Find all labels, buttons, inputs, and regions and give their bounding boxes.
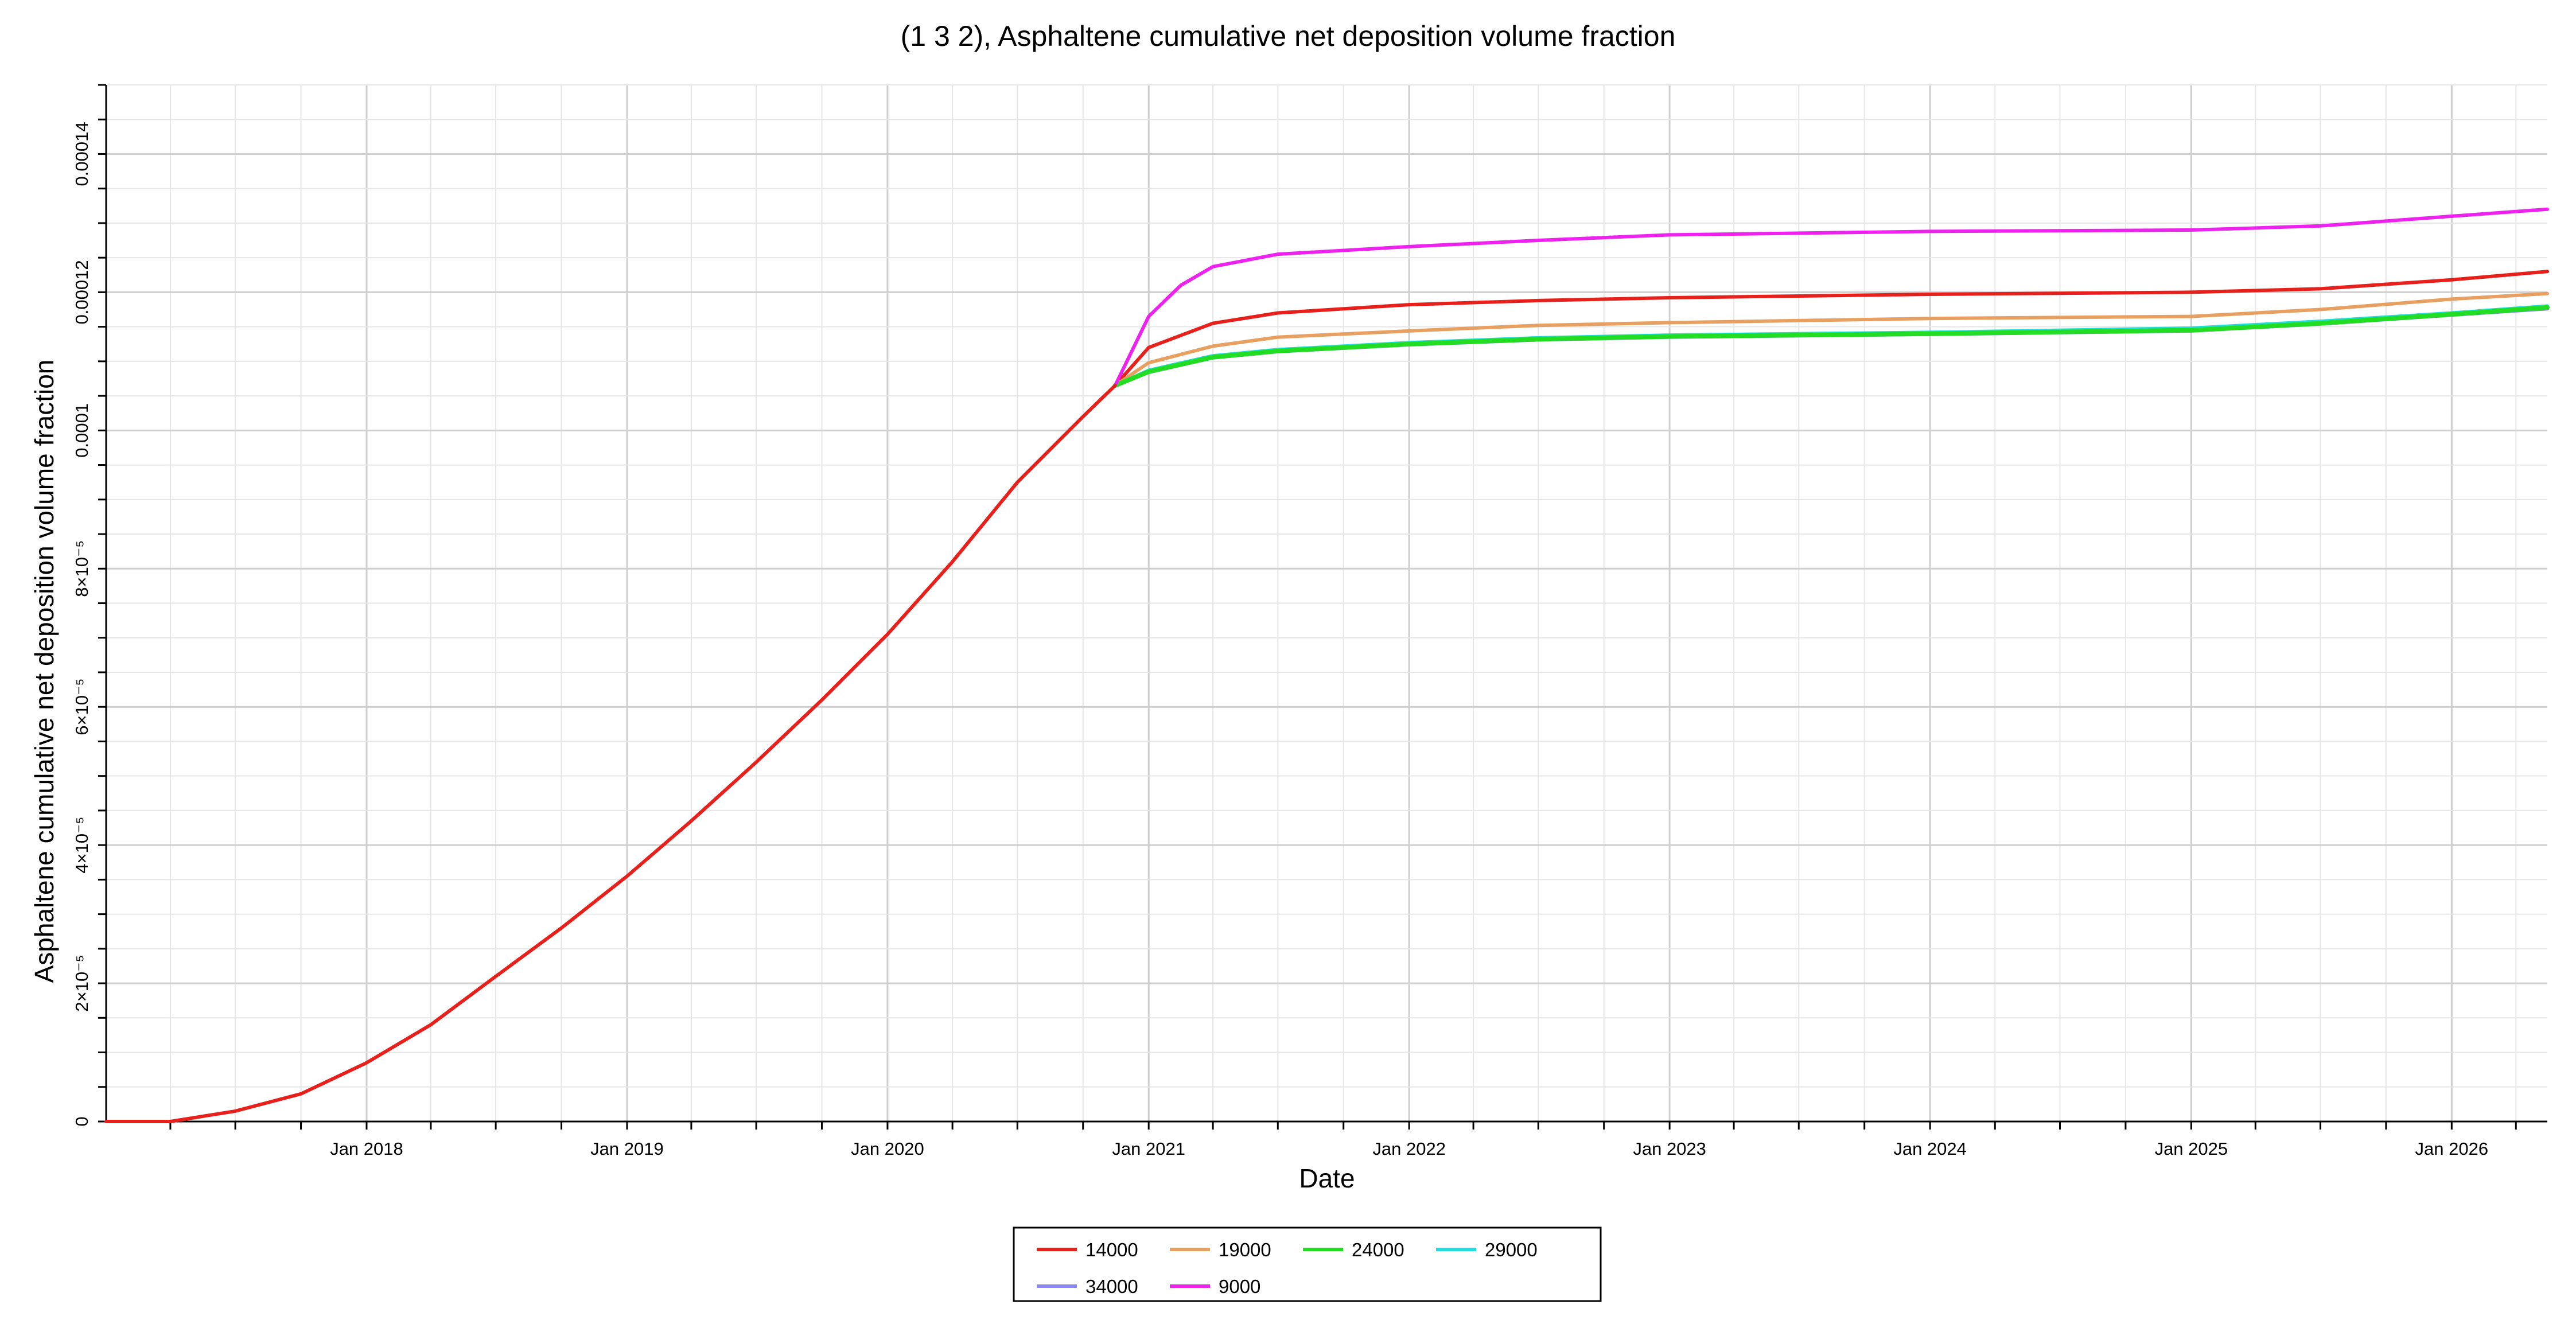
legend-label-19000: 19000 (1219, 1239, 1271, 1260)
x-axis-label: Date (1299, 1163, 1355, 1193)
y-tick-label: 4×10⁻⁵ (72, 817, 92, 874)
x-tick-label: Jan 2020 (851, 1139, 924, 1159)
y-tick-label: 0 (72, 1116, 92, 1126)
y-tick-label: 0.00014 (72, 122, 92, 186)
series-layer (104, 207, 2550, 1123)
legend: 14000 19000 24000 29000 34000 9000 (1013, 1226, 1602, 1302)
chart-title: (1 3 2), Asphaltene cumulative net depos… (901, 20, 1676, 52)
series-line-14000 (1113, 270, 2549, 387)
legend-label-34000: 34000 (1085, 1276, 1138, 1297)
series-line-9000 (1113, 207, 2549, 387)
x-tick-label: Jan 2018 (330, 1139, 403, 1159)
y-tick-label: 0.0001 (72, 403, 92, 458)
series-line-24000 (1112, 305, 2550, 388)
y-tick-label: 2×10⁻⁵ (72, 955, 92, 1012)
legend-label-24000: 24000 (1352, 1239, 1404, 1260)
legend-label-29000: 29000 (1485, 1239, 1538, 1260)
x-tick-label: Jan 2022 (1372, 1139, 1446, 1159)
x-tick-label: Jan 2019 (590, 1139, 664, 1159)
x-tick-label: Jan 2023 (1633, 1139, 1706, 1159)
x-tick-label: Jan 2024 (1893, 1139, 1967, 1159)
y-tick-label: 8×10⁻⁵ (72, 540, 92, 597)
x-tick-label: Jan 2025 (2155, 1139, 2228, 1159)
axes (98, 84, 2547, 1130)
legend-box (1013, 1226, 1602, 1302)
x-tick-label: Jan 2021 (1112, 1139, 1185, 1159)
x-tick-label: Jan 2026 (2415, 1139, 2489, 1159)
y-tick-label: 0.00012 (72, 260, 92, 324)
y-axis-ticks: 0 2×10⁻⁵ 4×10⁻⁵ 6×10⁻⁵ 8×10⁻⁵ 0.0001 0.00012 0.… (72, 122, 92, 1126)
y-axis-label: Asphaltene cumulative net deposition vol… (29, 360, 59, 983)
x-axis-ticks: Jan 2018 Jan 2019 Jan 2020 Jan 2021 Jan 2022… (330, 1139, 2488, 1159)
legend-label-9000: 9000 (1219, 1276, 1260, 1297)
legend-label-14000: 14000 (1085, 1239, 1138, 1260)
series-line-shared-early (104, 384, 1117, 1123)
y-tick-label: 6×10⁻⁵ (72, 679, 92, 735)
series-line-19000 (1113, 291, 2549, 387)
